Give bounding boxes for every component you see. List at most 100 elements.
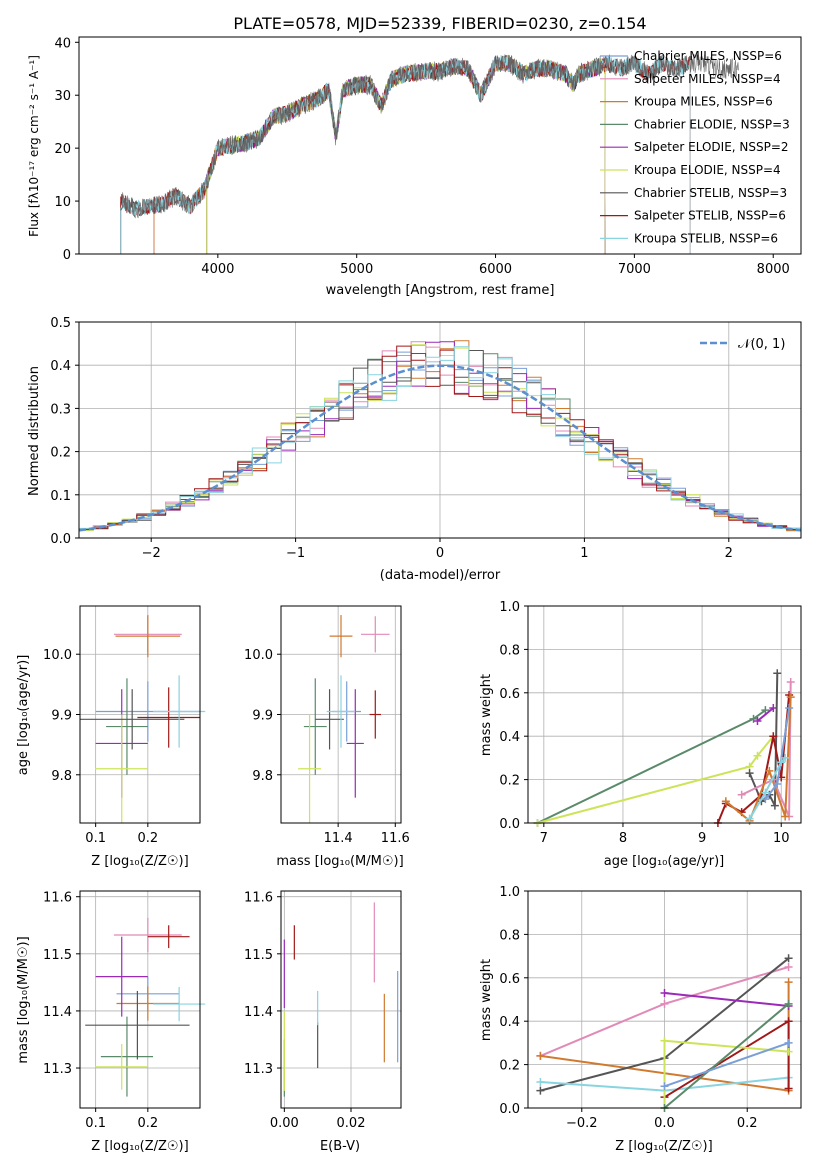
residuals-xtick-label: 1 bbox=[580, 546, 588, 561]
wAge-xlabel: age [log₁₀(age/yr)] bbox=[604, 854, 725, 869]
residuals-panel: −2 −1 0 1 2 0.0 0.1 0.2 0.3 0.4 0.5 (data-model)/e… bbox=[27, 316, 802, 583]
p-ageZ-frame bbox=[79, 605, 201, 824]
p-ageM-ytick-label: 9.9 bbox=[252, 709, 273, 724]
p-mZ-marks bbox=[85, 917, 206, 1097]
spectrum-ytick-label: 40 bbox=[54, 36, 71, 51]
p-wZ-ytick-label: 0.0 bbox=[499, 1102, 520, 1117]
p-mZ-ytick-label: 11.4 bbox=[43, 1005, 72, 1020]
spectrum-xtick-label: 7000 bbox=[618, 262, 651, 277]
p-wZ-xtick-label: 0.2 bbox=[737, 1116, 758, 1131]
p-wAge-ytick-label: 0.8 bbox=[499, 643, 520, 658]
weight-vs-Z-panel: −0.2 0.0 0.2 0.0 0.2 0.4 0.6 0.8 1.0 bbox=[499, 885, 802, 1131]
residuals-xlabel: (data-model)/error bbox=[380, 568, 501, 583]
weight-age-marker bbox=[745, 814, 754, 823]
weight-age-marker bbox=[745, 769, 754, 778]
p-wZ-xtick-label: −0.2 bbox=[566, 1116, 598, 1131]
weight-Z-marker bbox=[784, 978, 793, 987]
residuals-ytick-label: 0.2 bbox=[50, 446, 71, 461]
p-ageZ-xtick-label: 0.1 bbox=[85, 831, 106, 846]
residuals-ytick-label: 0.1 bbox=[50, 489, 71, 504]
weight-age-marker bbox=[761, 788, 770, 797]
weight-Z-series-8 bbox=[663, 1003, 790, 1109]
p-ageM-ytick-label: 9.8 bbox=[252, 769, 273, 784]
weight-age-marker bbox=[773, 779, 782, 788]
weight-age-series-3 bbox=[756, 707, 774, 722]
residuals-legend: 𝒩(0, 1) bbox=[700, 337, 785, 352]
spectrum-ytick-label: 20 bbox=[54, 142, 71, 157]
p-wAge-xtick-label: 10 bbox=[773, 831, 790, 846]
weight-Z-marker bbox=[784, 954, 793, 963]
spectrum-line-9 bbox=[120, 55, 691, 254]
weight-age-series-2 bbox=[537, 735, 775, 824]
spectrum-legend-label: Kroupa STELIB, NSSP=6 bbox=[634, 231, 778, 245]
spectrum-ytick-label: 10 bbox=[54, 195, 71, 210]
weight-Z-marker bbox=[784, 1047, 793, 1056]
p-ageM-marks bbox=[298, 615, 390, 823]
weight-age-marker bbox=[785, 703, 794, 712]
p-wAge-ytick-label: 1.0 bbox=[499, 600, 520, 615]
weight-age-marker bbox=[761, 706, 770, 715]
weight-age-marker bbox=[777, 758, 786, 767]
weight-Z-marker bbox=[660, 1036, 669, 1045]
spectrum-ytick-label: 30 bbox=[54, 89, 71, 104]
weight-Z-marker bbox=[784, 999, 793, 1008]
spectrum-line-5 bbox=[206, 57, 606, 255]
spectrum-legend-label: Chabrier MILES, NSSP=6 bbox=[634, 49, 782, 63]
p-wAge-xtick-label: 9 bbox=[698, 831, 706, 846]
residuals-histogram-9 bbox=[79, 346, 801, 529]
weight-age-marker bbox=[773, 669, 782, 678]
spectrum-legend-label: Chabrier STELIB, NSSP=3 bbox=[634, 186, 787, 200]
spectrum-legend-label: Kroupa MILES, NSSP=6 bbox=[634, 95, 773, 109]
p-mE-ytick-label: 11.5 bbox=[244, 948, 273, 963]
spectrum-xtick-label: 4000 bbox=[201, 262, 234, 277]
residuals-histogram-5 bbox=[79, 341, 801, 530]
p-mZ-ytick-label: 11.6 bbox=[43, 891, 72, 906]
p-mE-xtick-label: 0.00 bbox=[270, 1116, 299, 1131]
p-ageM-frame bbox=[280, 605, 402, 824]
spectrum-line-6 bbox=[206, 54, 606, 255]
p-wZ-ytick-label: 0.2 bbox=[499, 1059, 520, 1074]
weight-age-marker bbox=[737, 790, 746, 799]
ageZ-xlabel: Z [log₁₀(Z/Z☉)] bbox=[91, 854, 188, 869]
p-wZ-ytick-label: 0.4 bbox=[499, 1015, 520, 1030]
age-vs-mass-panel: 11.4 11.6 9.8 9.9 10.0 bbox=[244, 605, 410, 846]
weight-age-marker bbox=[781, 812, 790, 821]
residuals-ticks: −2 −1 0 1 2 0.0 0.1 0.2 0.3 0.4 0.5 bbox=[50, 316, 733, 561]
p-ageZ-ytick-label: 10.0 bbox=[43, 648, 72, 663]
weight-Z-marker bbox=[784, 1017, 793, 1026]
p-wZ-ytick-label: 0.6 bbox=[499, 972, 520, 987]
spectrum-line-7 bbox=[120, 53, 691, 254]
spectrum-xtick-label: 6000 bbox=[479, 262, 512, 277]
p-mZ-frame bbox=[79, 890, 201, 1109]
mass-vs-Z-panel: 0.1 0.2 11.3 11.4 11.5 11.6 bbox=[43, 890, 206, 1131]
weight-Z-marker bbox=[784, 1084, 793, 1093]
weight-age-series-9 bbox=[748, 757, 786, 820]
weight-vs-age-panel: 7 8 9 10 0.0 0.2 0.4 0.6 0.8 1.0 bbox=[499, 600, 802, 846]
p-wZ-xtick-label: 0.0 bbox=[654, 1116, 675, 1131]
p-mE-ytick-label: 11.4 bbox=[244, 1005, 273, 1020]
p-wAge-ytick-label: 0.4 bbox=[499, 730, 520, 745]
weight-age-marker bbox=[721, 797, 730, 806]
p-ageZ-ytick-label: 9.9 bbox=[51, 709, 72, 724]
weight-age-marker bbox=[753, 717, 762, 726]
spectrum-panel: 4000 5000 6000 7000 8000 0 10 20 30 40 wavelength… bbox=[27, 36, 802, 298]
weight-Z-marker bbox=[784, 962, 793, 971]
weight-Z-marker bbox=[536, 1077, 545, 1086]
p-wAge-ytick-label: 0.0 bbox=[499, 817, 520, 832]
p-wAge-xtick-label: 7 bbox=[540, 831, 548, 846]
p-ageM-xtick-label: 11.4 bbox=[324, 831, 353, 846]
spectrum-xtick-label: 5000 bbox=[340, 262, 373, 277]
residuals-plot-area bbox=[78, 340, 802, 532]
spectrum-data-line bbox=[120, 53, 739, 219]
weight-Z-series-7 bbox=[663, 1039, 789, 1108]
spectrum-plot-area bbox=[120, 53, 739, 255]
p-wAge-ytick-label: 0.2 bbox=[499, 774, 520, 789]
spectrum-ytick-label: 0 bbox=[63, 248, 71, 263]
p-wAge-ytick-label: 0.6 bbox=[499, 687, 520, 702]
p-mE-frame bbox=[280, 890, 402, 1109]
residuals-xtick-label: 0 bbox=[436, 546, 444, 561]
residuals-ytick-label: 0.5 bbox=[50, 316, 71, 331]
residuals-xtick-label: 2 bbox=[725, 546, 733, 561]
spectrum-legend-label: Kroupa ELODIE, NSSP=4 bbox=[634, 163, 781, 177]
